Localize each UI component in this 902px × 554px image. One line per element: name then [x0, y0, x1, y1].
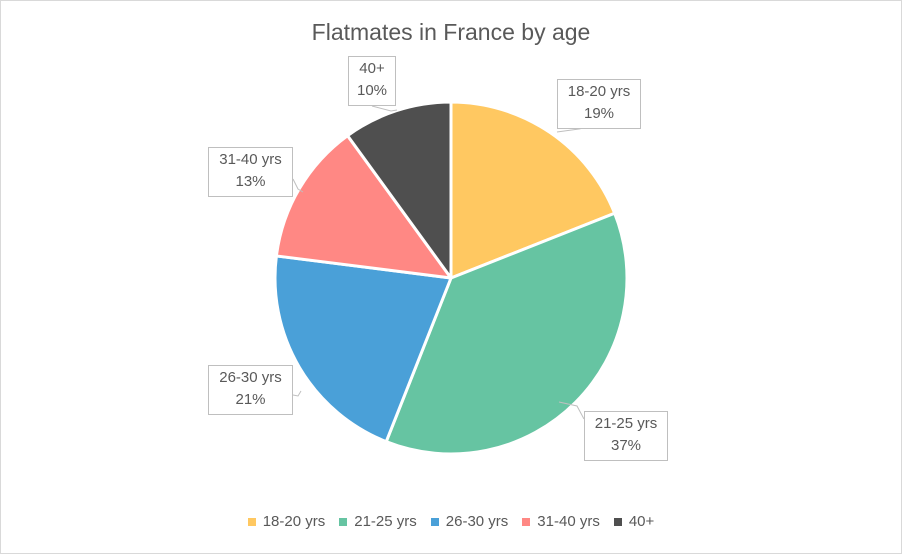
legend-label: 40+ — [628, 513, 655, 530]
legend-swatch — [247, 517, 256, 526]
pie-slice-21-25 — [384, 211, 629, 456]
data-label-value: 19% — [583, 105, 615, 122]
pie-slice-26-30 — [273, 254, 453, 444]
legend-item-21-25: 21-25 yrs — [339, 513, 417, 530]
data-label-18-20: 18-20 yrs 19% — [557, 79, 641, 129]
leader-line-31-40 — [292, 178, 304, 193]
legend-swatch — [522, 517, 531, 526]
legend-item-18-20: 18-20 yrs — [247, 513, 326, 530]
chart-title: Flatmates in France by age — [311, 19, 591, 45]
legend-label: 18-20 yrs — [262, 513, 326, 530]
legend-label: 21-25 yrs — [354, 513, 417, 530]
leader-line-40plus — [371, 105, 398, 112]
pie-slice-40plus — [346, 100, 453, 280]
legend-swatch — [613, 517, 622, 526]
leader-line-26-30 — [292, 390, 302, 397]
leader-line-21-25 — [558, 401, 585, 420]
data-label-category: 18-20 yrs — [567, 83, 631, 100]
data-label-21-25: 21-25 yrs 37% — [584, 411, 668, 461]
data-label-value: 10% — [356, 82, 388, 99]
data-label-category: 26-30 yrs — [219, 369, 282, 386]
pie-slice-18-20 — [449, 100, 617, 280]
legend: 18-20 yrs 21-25 yrs 26-30 yrs 31-40 yrs … — [1, 513, 901, 530]
legend-label: 31-40 yrs — [537, 513, 600, 530]
data-label-value: 21% — [235, 391, 266, 408]
data-label-31-40: 31-40 yrs 13% — [208, 147, 293, 197]
data-label-26-30: 26-30 yrs 21% — [208, 365, 293, 415]
legend-item-26-30: 26-30 yrs — [430, 513, 509, 530]
legend-swatch — [430, 517, 439, 526]
pie-slice-31-40 — [274, 134, 453, 280]
data-label-category: 31-40 yrs — [219, 151, 282, 168]
data-label-value: 37% — [610, 437, 642, 454]
legend-item-31-40: 31-40 yrs — [522, 513, 600, 530]
legend-item-40plus: 40+ — [613, 513, 655, 530]
data-label-value: 13% — [235, 173, 266, 190]
legend-label: 26-30 yrs — [445, 513, 509, 530]
data-label-category: 40+ — [359, 60, 385, 77]
data-label-40plus: 40+ 10% — [348, 56, 396, 106]
data-label-category: 21-25 yrs — [594, 415, 658, 432]
legend-swatch — [339, 517, 348, 526]
